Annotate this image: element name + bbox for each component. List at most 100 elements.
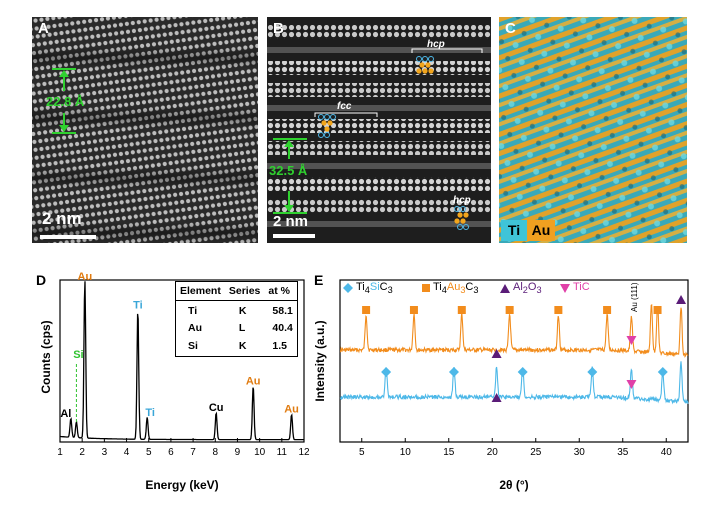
table-header: Series <box>228 285 261 297</box>
x-tick-label: 8 <box>212 447 218 458</box>
panel-e-au111-annotation: Au (111) <box>630 282 639 313</box>
panel-b-hcp-motif-top <box>411 48 483 74</box>
legend-square-icon <box>422 284 430 292</box>
x-tick-label: 35 <box>617 447 629 458</box>
panel-a-measure: 22.8 Å <box>46 94 85 109</box>
panel-b-fcc-label: fcc <box>337 101 352 112</box>
table-cell: L <box>238 322 246 334</box>
phase-marker-square <box>457 306 466 314</box>
panel-e-legend-tic: TiC <box>573 281 590 293</box>
phase-marker-triangle-up <box>491 349 502 358</box>
x-tick-label: 20 <box>487 447 499 458</box>
peak-label: Ti <box>133 299 143 311</box>
panel-b-hcp-motif-bottom <box>454 206 469 230</box>
phase-marker-square <box>653 306 662 314</box>
table-cell: K <box>238 340 247 352</box>
phase-marker-triangle-up <box>676 295 687 304</box>
phase-marker-diamond <box>587 367 598 377</box>
phase-marker-diamond <box>657 367 668 377</box>
panel-c-legend-ti: Ti <box>501 220 527 241</box>
x-tick-label: 11 <box>277 447 288 458</box>
panel-c-map-texture <box>499 17 687 243</box>
table-cell: 40.4 <box>272 322 293 334</box>
panel-c-legend-au: Au <box>527 220 555 241</box>
panel-a-haadf-image: A 22.8 Å 2 nm <box>32 17 258 243</box>
x-tick-label: 15 <box>443 447 455 458</box>
table-cell: 1.5 <box>272 340 287 352</box>
peak-label: Au <box>284 404 299 416</box>
panel-e-chart: 5 10 15 20 25 30 35 40 <box>339 279 689 458</box>
x-tick-label: 5 <box>359 447 365 458</box>
table-header: at % <box>268 285 290 297</box>
table-header: Element <box>180 285 221 297</box>
x-tick-label: 3 <box>102 447 108 458</box>
x-tick-label: 5 <box>146 447 152 458</box>
x-tick-label: 40 <box>661 447 673 458</box>
panel-a-lattice <box>32 17 258 243</box>
panel-e-series-ti4au3c3 <box>339 304 689 358</box>
x-tick-label: 30 <box>574 447 586 458</box>
phase-marker-square <box>505 306 514 314</box>
peak-label: Ti <box>145 407 155 419</box>
panel-a-scalebar <box>40 235 96 239</box>
panel-e-series-ti4sic3 <box>339 361 689 405</box>
panel-b-scalebar <box>273 234 315 238</box>
panel-e-legend-ti4au3c3: Ti4Au3C3 <box>433 281 479 296</box>
panel-e-plot-frame <box>339 279 689 443</box>
table-header-row: Element Series at % <box>175 282 298 301</box>
panel-c-eds-map: C Ti Au <box>499 17 687 243</box>
legend-triangle-up-icon <box>500 284 510 293</box>
panel-d-plot-frame <box>59 279 305 443</box>
peak-label: Au <box>78 272 93 283</box>
panel-b-haadf-image: B hcp fcc hcp 32.5 Å 2 nm <box>267 17 491 243</box>
panel-e-ylabel: Intensity (a.u.) <box>313 320 327 402</box>
phase-marker-diamond <box>448 367 459 377</box>
phase-marker-square <box>409 306 418 314</box>
panel-c-label: C <box>505 20 516 37</box>
table-cell: 58.1 <box>272 305 293 317</box>
x-tick-label: 10 <box>254 447 266 458</box>
panel-d-label: D <box>36 272 47 288</box>
x-tick-label: 2 <box>79 447 85 458</box>
panel-e-xrd-patterns: 5 10 15 20 25 30 35 40 E Ti4SiC3 Ti4Au3C3 Al2O3… <box>312 272 716 500</box>
phase-marker-diamond <box>381 367 392 377</box>
panel-b-lattice <box>267 17 491 243</box>
peak-label: Si <box>73 349 83 361</box>
panel-b-measure: 32.5 Å <box>269 163 308 178</box>
x-tick-label: 25 <box>530 447 542 458</box>
panel-e-legend-al2o3: Al2O3 <box>513 281 542 296</box>
panel-b-fcc-motif <box>314 112 378 138</box>
table-row: Si K 1.5 <box>176 337 298 357</box>
panel-a-label: A <box>38 20 49 37</box>
x-tick-label: 10 <box>400 447 412 458</box>
panel-b-hcp-label-bottom: hcp <box>453 195 471 206</box>
panel-d-composition-table: Element Series at % Ti K 58.1 Au L 40.4 … <box>175 281 298 357</box>
table-cell: Au <box>188 322 202 334</box>
phase-marker-square <box>603 306 612 314</box>
x-tick-label: 9 <box>235 447 241 458</box>
phase-marker-square <box>362 306 371 314</box>
table-row: Ti K 58.1 <box>176 301 298 320</box>
peak-label: Au <box>246 375 261 387</box>
x-tick-label: 4 <box>124 447 130 458</box>
panel-d-ylabel: Counts (cps) <box>39 320 53 394</box>
x-tick-label: 1 <box>57 447 63 458</box>
table-row: Au L 40.4 <box>176 319 298 337</box>
x-tick-label: 6 <box>168 447 174 458</box>
panel-d-spectrum-line <box>60 281 304 441</box>
phase-marker-square <box>554 306 563 314</box>
panel-b-hcp-label-top: hcp <box>427 39 445 50</box>
panel-d-xlabel: Energy (keV) <box>145 478 219 492</box>
phase-marker-triangle-down <box>626 336 637 345</box>
panel-e-xlabel: 2θ (°) <box>499 478 529 492</box>
panel-a-scalebar-label: 2 nm <box>42 209 82 228</box>
phase-marker-triangle-up <box>491 393 502 402</box>
panel-e-label: E <box>314 272 324 288</box>
table-cell: K <box>238 305 247 317</box>
x-tick-label: 12 <box>298 447 310 458</box>
table-cell: Si <box>188 340 198 352</box>
panel-e-legend <box>343 283 570 293</box>
phase-marker-diamond <box>517 367 528 377</box>
panel-d-eds-spectrum: 1 2 3 4 5 6 7 8 9 10 11 12 Al Si Au Ti Ti Cu Au Au D Count… <box>28 271 312 500</box>
